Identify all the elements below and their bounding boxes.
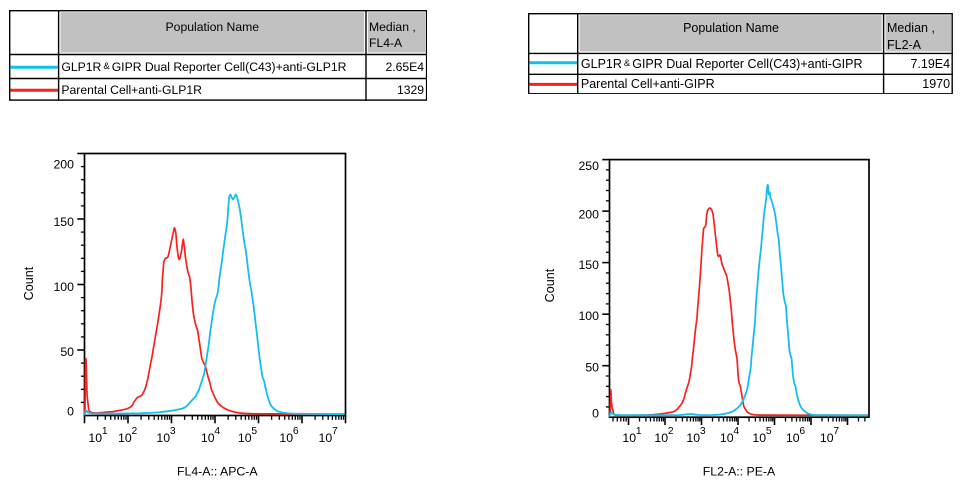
svg-text:FL4-A:: APC-A: FL4-A:: APC-A [177, 465, 258, 479]
svg-text:10: 10 [319, 431, 333, 445]
svg-text:10: 10 [201, 431, 215, 445]
svg-text:200: 200 [578, 208, 599, 222]
svg-text:10: 10 [720, 431, 734, 445]
svg-text:10: 10 [238, 431, 252, 445]
svg-text:250: 250 [578, 159, 599, 173]
svg-text:10: 10 [786, 431, 800, 445]
svg-text:6: 6 [799, 426, 805, 437]
svg-text:100: 100 [53, 280, 74, 294]
svg-text:7: 7 [833, 426, 839, 437]
svg-text:6: 6 [293, 426, 299, 437]
svg-text:0: 0 [67, 405, 74, 419]
svg-text:50: 50 [60, 345, 74, 359]
svg-text:3: 3 [700, 426, 706, 437]
svg-text:Count: Count [543, 268, 557, 302]
svg-text:5: 5 [251, 426, 257, 437]
svg-text:Count: Count [22, 266, 36, 300]
svg-text:3: 3 [170, 426, 176, 437]
svg-text:10: 10 [88, 431, 102, 445]
svg-text:2: 2 [132, 426, 138, 437]
svg-text:150: 150 [578, 258, 599, 272]
svg-text:FL2-A:: PE-A: FL2-A:: PE-A [703, 465, 776, 479]
svg-text:4: 4 [733, 426, 739, 437]
svg-text:10: 10 [622, 431, 636, 445]
svg-text:100: 100 [578, 309, 599, 323]
svg-text:10: 10 [156, 431, 170, 445]
svg-text:0: 0 [592, 406, 599, 420]
svg-text:10: 10 [118, 431, 132, 445]
svg-text:7: 7 [332, 426, 338, 437]
svg-text:150: 150 [53, 215, 74, 229]
svg-text:10: 10 [686, 431, 700, 445]
svg-text:5: 5 [766, 426, 772, 437]
svg-text:50: 50 [585, 360, 599, 374]
svg-text:200: 200 [53, 158, 74, 172]
svg-text:2: 2 [668, 426, 674, 437]
svg-text:1: 1 [102, 426, 108, 437]
svg-text:10: 10 [279, 431, 293, 445]
svg-text:4: 4 [214, 426, 220, 437]
svg-text:10: 10 [820, 431, 834, 445]
svg-text:10: 10 [752, 431, 766, 445]
svg-text:10: 10 [654, 431, 668, 445]
svg-text:1: 1 [636, 426, 642, 437]
